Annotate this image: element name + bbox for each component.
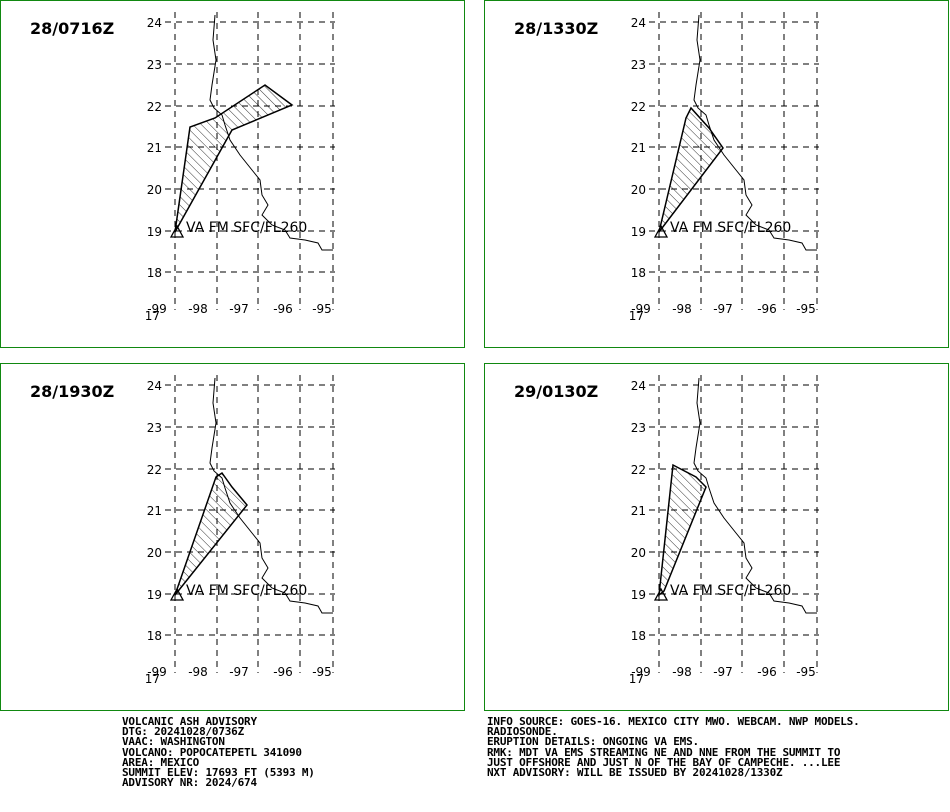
lat-label: 17 (629, 672, 644, 686)
coastline (209, 377, 333, 614)
coastline (693, 14, 817, 251)
lat-label: 24 (147, 379, 162, 393)
text-line: DTG: 20241028/0736Z (122, 725, 245, 739)
lon-label: -99 (147, 665, 167, 679)
lon-label: -99 (631, 302, 651, 316)
lat-label: 22 (631, 100, 646, 114)
time-label: 28/1330Z (514, 19, 598, 38)
coastline (693, 377, 817, 614)
lat-label: 20 (147, 546, 162, 560)
lat-label: 18 (147, 629, 162, 643)
text-line: RMK: MDT VA EMS STREAMING NE AND NNE FRO… (487, 745, 841, 759)
lon-label: -96 (273, 665, 293, 679)
lat-label: 17 (629, 309, 644, 323)
lon-label: -95 (796, 665, 816, 679)
lon-label: -98 (672, 665, 692, 679)
lon-label: -96 (757, 302, 777, 316)
lat-label: 20 (631, 183, 646, 197)
text-line: SUMMIT ELEV: 17693 FT (5393 M) (122, 766, 315, 780)
lat-label: 19 (631, 225, 646, 239)
lat-label: 17 (145, 309, 160, 323)
lon-label: -97 (229, 665, 249, 679)
ash-annotation: VA FM SFC/FL260 (670, 583, 791, 599)
text-line: AREA: MEXICO (122, 755, 200, 769)
lat-label: 23 (147, 58, 162, 72)
text-line: NXT ADVISORY: WILL BE ISSUED BY 20241028… (487, 766, 783, 780)
lon-label: -97 (229, 302, 249, 316)
coastline (209, 14, 333, 251)
lat-label: 21 (147, 504, 162, 518)
advisory-text: VOLCANIC ASH ADVISORY DTG: 20241028/0736Z… (122, 715, 315, 790)
lat-label: 18 (631, 266, 646, 280)
panel-border (0, 363, 465, 711)
text-line: ADVISORY NR: 2024/674 (122, 776, 257, 790)
lon-label: -95 (312, 302, 332, 316)
lat-label: 24 (631, 379, 646, 393)
ash-area (174, 471, 248, 596)
lon-label: -96 (757, 665, 777, 679)
panel-border (484, 363, 949, 711)
time-label: 28/1930Z (30, 382, 114, 401)
lat-label: 24 (631, 16, 646, 30)
lon-label: -99 (147, 302, 167, 316)
panel-border (484, 0, 949, 348)
lon-label: -98 (188, 665, 208, 679)
lat-label: 19 (147, 225, 162, 239)
lon-label: -97 (713, 302, 733, 316)
lat-label: 19 (631, 588, 646, 602)
lon-label: -98 (672, 302, 692, 316)
panel-border (0, 0, 465, 348)
ash-annotation: VA FM SFC/FL260 (670, 220, 791, 236)
volcano-symbol (653, 587, 669, 601)
text-line: VOLCANIC ASH ADVISORY (122, 715, 257, 728)
lon-label: -99 (631, 665, 651, 679)
ash-annotation: VA FM SFC/FL260 (186, 583, 307, 599)
lat-label: 18 (147, 266, 162, 280)
volcano-symbol (653, 224, 669, 238)
text-line: VOLCANO: POPOCATEPETL 341090 (122, 745, 302, 759)
lat-label: 20 (631, 546, 646, 560)
ash-area (658, 106, 724, 233)
lat-label: 19 (147, 588, 162, 602)
text-line: JUST OFFSHORE AND JUST N OF THE BAY OF C… (487, 755, 841, 769)
lon-label: -98 (188, 302, 208, 316)
ash-annotation: VA FM SFC/FL260 (186, 220, 307, 236)
text-line: INFO SOURCE: GOES-16. MEXICO CITY MWO. W… (487, 715, 860, 728)
text-line: VAAC: WASHINGTON (122, 735, 225, 749)
lat-label: 17 (145, 672, 160, 686)
time-label: 28/0716Z (30, 19, 114, 38)
ash-area (174, 84, 294, 233)
lat-label: 21 (631, 141, 646, 155)
text-line: RADIOSONDE. (487, 725, 558, 739)
lat-label: 23 (631, 421, 646, 435)
time-label: 29/0130Z (514, 382, 598, 401)
volcano-symbol (169, 224, 185, 238)
lat-label: 20 (147, 183, 162, 197)
lat-label: 21 (631, 504, 646, 518)
lat-label: 23 (147, 421, 162, 435)
lon-label: -97 (713, 665, 733, 679)
text-line: ERUPTION DETAILS: ONGOING VA EMS. (487, 735, 699, 749)
lat-label: 22 (147, 463, 162, 477)
lat-label: 21 (147, 141, 162, 155)
lat-label: 18 (631, 629, 646, 643)
lat-label: 22 (631, 463, 646, 477)
ash-area (658, 463, 707, 597)
lat-label: 24 (147, 16, 162, 30)
lon-label: -95 (796, 302, 816, 316)
info-text: INFO SOURCE: GOES-16. MEXICO CITY MWO. W… (487, 715, 860, 780)
lon-label: -95 (312, 665, 332, 679)
lat-label: 23 (631, 58, 646, 72)
lon-label: -96 (273, 302, 293, 316)
lat-label: 22 (147, 100, 162, 114)
volcano-symbol (169, 587, 185, 601)
